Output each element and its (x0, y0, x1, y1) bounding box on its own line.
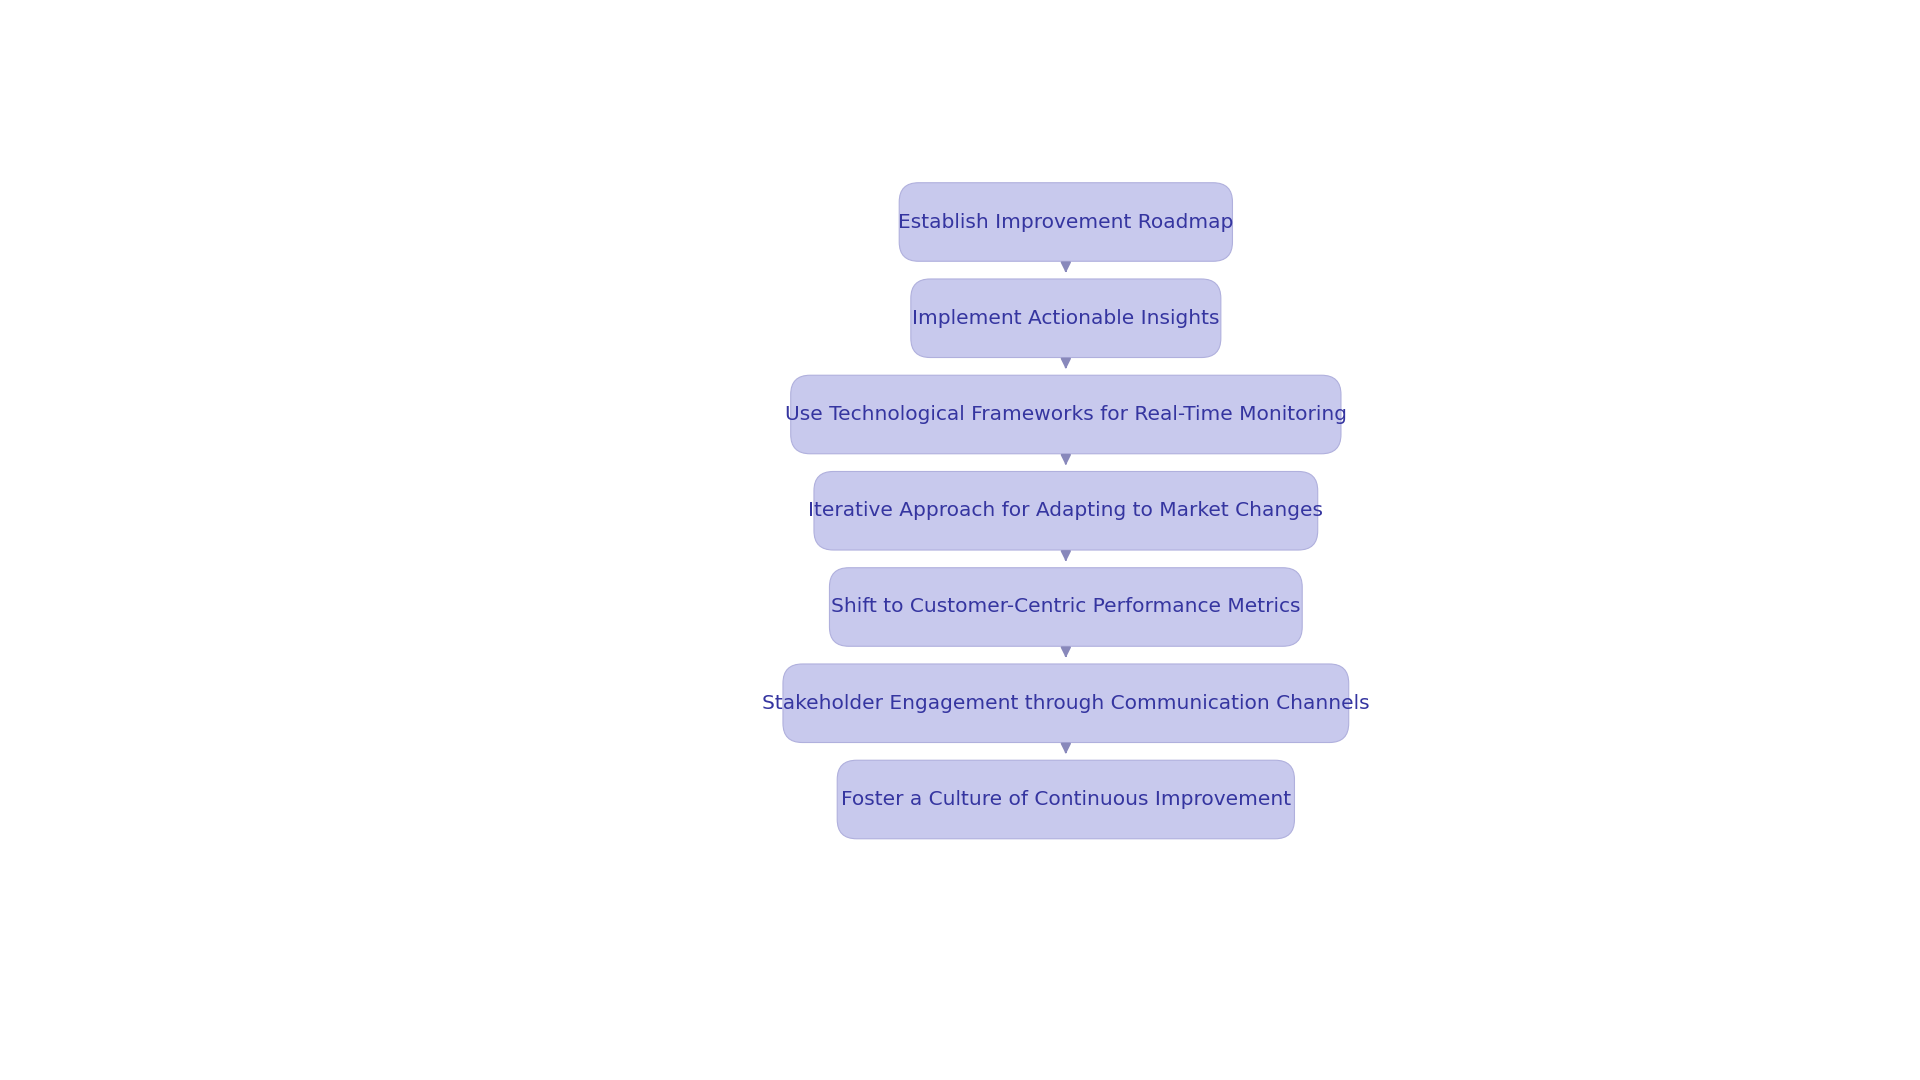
Text: Shift to Customer-Centric Performance Metrics: Shift to Customer-Centric Performance Me… (831, 597, 1300, 617)
Text: Stakeholder Engagement through Communication Channels: Stakeholder Engagement through Communica… (762, 693, 1369, 713)
Text: Use Technological Frameworks for Real-Time Monitoring: Use Technological Frameworks for Real-Ti… (785, 405, 1346, 424)
FancyBboxPatch shape (829, 568, 1302, 646)
Text: Implement Actionable Insights: Implement Actionable Insights (912, 309, 1219, 327)
FancyBboxPatch shape (910, 279, 1221, 357)
Text: Iterative Approach for Adapting to Market Changes: Iterative Approach for Adapting to Marke… (808, 501, 1323, 521)
FancyBboxPatch shape (814, 472, 1317, 550)
Text: Establish Improvement Roadmap: Establish Improvement Roadmap (899, 213, 1233, 231)
Text: Foster a Culture of Continuous Improvement: Foster a Culture of Continuous Improveme… (841, 789, 1290, 809)
FancyBboxPatch shape (791, 375, 1340, 454)
FancyBboxPatch shape (837, 760, 1294, 839)
FancyBboxPatch shape (783, 664, 1348, 743)
FancyBboxPatch shape (899, 183, 1233, 261)
